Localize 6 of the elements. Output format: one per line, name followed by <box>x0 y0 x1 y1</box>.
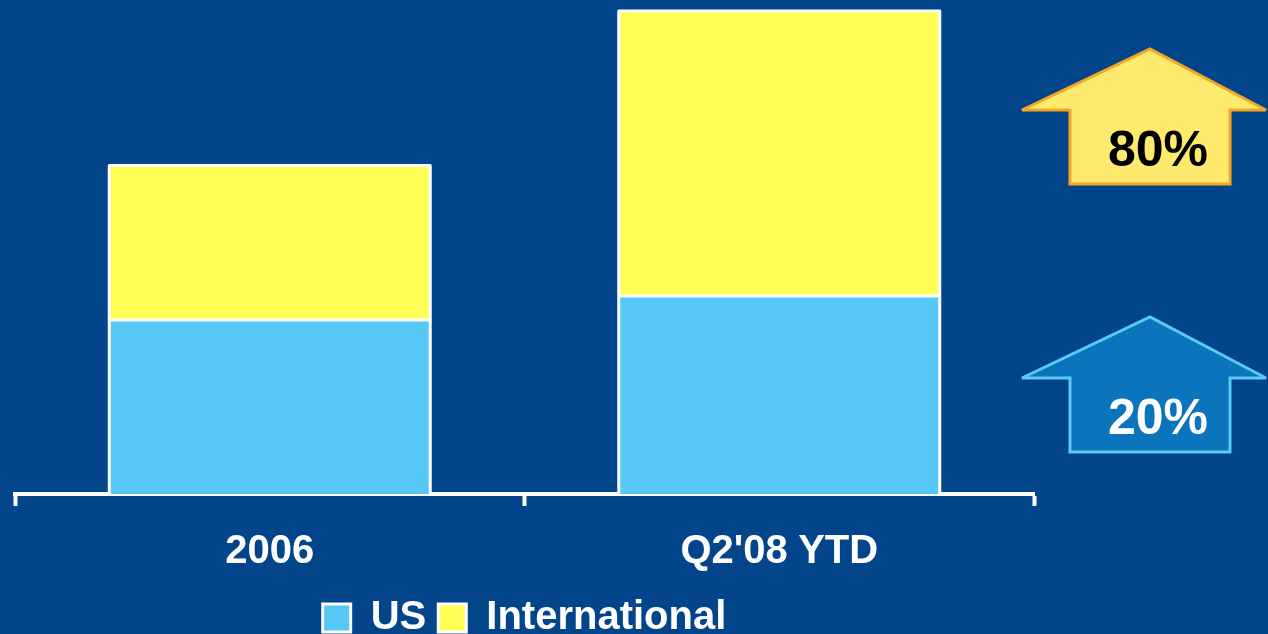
x-tick-label: 2006 <box>225 527 315 572</box>
legend-label: International <box>486 593 727 634</box>
legend-label: US <box>370 593 427 634</box>
x-tick-label: Q2'08 YTD <box>680 527 879 572</box>
text: 80% <box>1106 121 1210 177</box>
text: 20% <box>1106 389 1210 445</box>
